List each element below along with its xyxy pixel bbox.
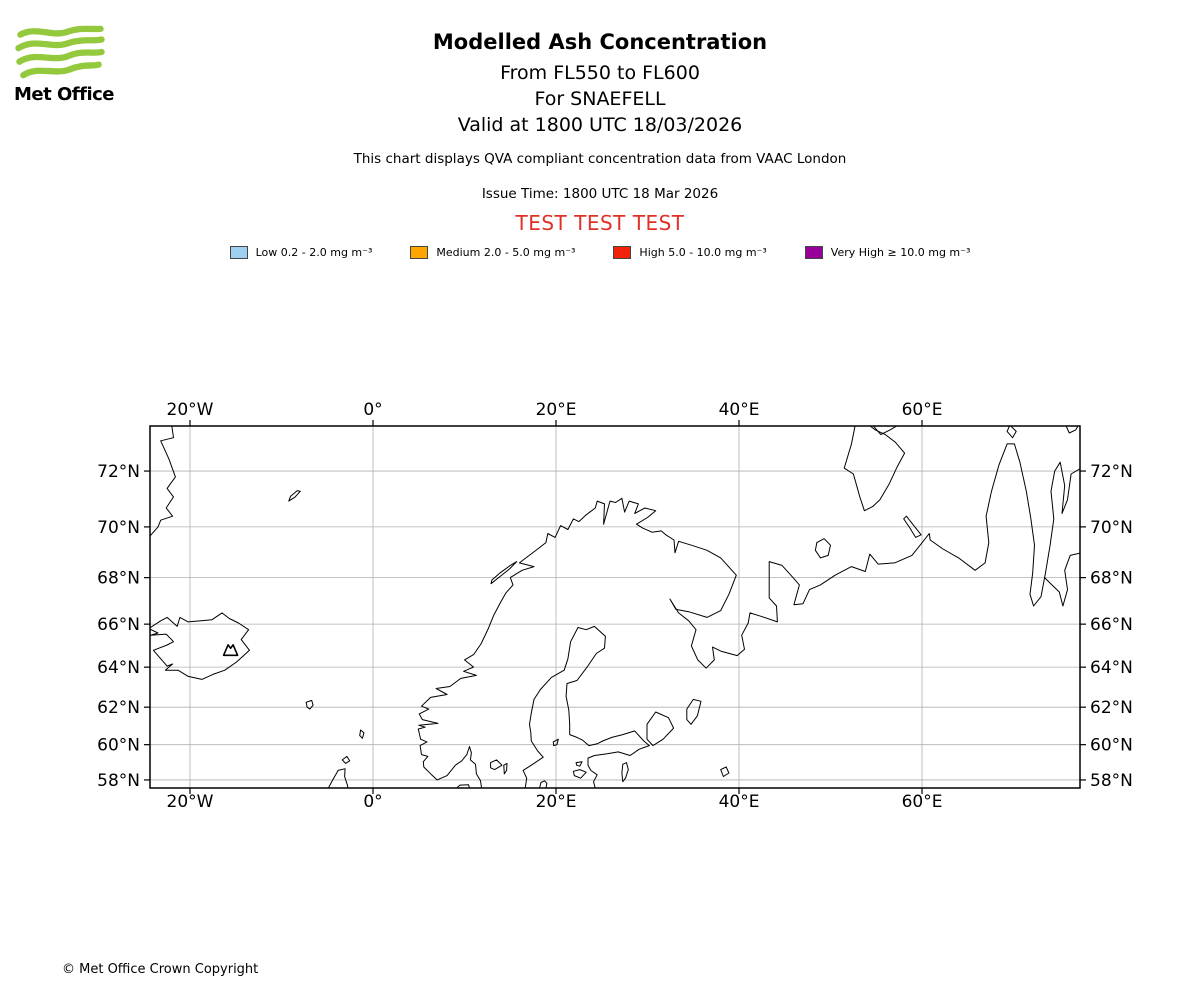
x-axis-label-top: 20°E (536, 400, 577, 420)
issue-time: Issue Time: 1800 UTC 18 Mar 2026 (481, 186, 719, 202)
y-axis-label-right: 64°N (1090, 658, 1133, 678)
valid-time-subtitle: Valid at 1800 UTC 18/03/2026 (457, 114, 743, 136)
y-axis-label-right: 58°N (1090, 771, 1133, 791)
legend-item-medium: Medium 2.0 - 5.0 mg m⁻³ (410, 246, 575, 259)
coastline-greenland (150, 426, 176, 537)
y-axis-label-right: 72°N (1090, 462, 1133, 482)
copyright-footer: © Met Office Crown Copyright (62, 962, 259, 977)
coastline-scotland (327, 768, 349, 788)
coastline-faroe-islands (305, 699, 314, 710)
y-axis-label-left: 62°N (97, 698, 140, 718)
map-container: 20°W 20°W 0° 0° 20°E 20°E 40°E 40°E 60°E 60°E 72°N… (0, 390, 1200, 812)
legend-swatch-high (613, 246, 632, 259)
y-axis-label-right: 68°N (1090, 569, 1133, 589)
y-axis-label-left: 60°N (97, 736, 140, 756)
coastline-kolguyev (814, 538, 831, 559)
coastline-taz-estuary (1044, 552, 1080, 607)
coastline-shetland (359, 729, 365, 739)
logo-waves-icon (15, 25, 105, 79)
x-axis-label-bottom: 20°W (167, 792, 214, 810)
map-svg: 20°W 20°W 0° 0° 20°E 20°E 40°E 40°E 60°E 60°E 72°N… (97, 400, 1133, 812)
coastline-hiiumaa (575, 761, 583, 767)
coastline-aland (552, 738, 559, 747)
coastline-saaremaa (572, 769, 587, 779)
x-axis-label-bottom: 40°E (719, 792, 760, 810)
coastline-lake-ladoga (646, 711, 675, 747)
y-axis-label-left: 58°N (97, 771, 140, 791)
legend-label-very-high: Very High ≥ 10.0 mg m⁻³ (830, 246, 971, 259)
met-office-logo: Met Office (14, 24, 115, 105)
volcano-marker (222, 644, 239, 657)
flight-level-subtitle: From FL550 to FL600 (500, 62, 700, 84)
chart-description: This chart displays QVA compliant concen… (353, 151, 847, 167)
volcano-subtitle: For SNAEFELL (534, 88, 666, 110)
coastline-vilkitsky-island (1065, 426, 1079, 434)
legend-swatch-very-high (804, 246, 823, 259)
legend-item-high: High 5.0 - 10.0 mg m⁻³ (613, 246, 767, 259)
legend-label-low: Low 0.2 - 2.0 mg m⁻³ (255, 246, 373, 259)
coastline-novaya-zemlya-north (872, 426, 898, 436)
page-title: Modelled Ash Concentration (432, 30, 768, 54)
legend-item-low: Low 0.2 - 2.0 mg m⁻³ (229, 246, 373, 259)
coastline-lake-vanern (490, 759, 503, 771)
logo-text: Met Office (14, 84, 115, 105)
y-axis-label-right: 60°N (1090, 736, 1133, 756)
test-banner: TEST TEST TEST (515, 211, 685, 235)
legend-label-medium: Medium 2.0 - 5.0 mg m⁻³ (436, 246, 576, 259)
y-axis-label-left: 68°N (97, 569, 140, 589)
coastline-lofoten (490, 561, 518, 585)
coastline-scandinavia-russia (417, 443, 1080, 788)
y-axis-label-left: 70°N (97, 518, 140, 538)
x-axis-label-bottom: 20°E (536, 792, 577, 810)
x-axis-label-top: 0° (363, 400, 382, 420)
x-axis-label-bottom: 0° (363, 792, 382, 810)
coastline-vaygach (903, 515, 922, 538)
coastline-orkney (341, 755, 351, 764)
coastline-beliy-island (1006, 426, 1017, 439)
coastline-rybinsk (720, 766, 730, 777)
legend-swatch-medium (410, 246, 429, 259)
coastline-novaya-zemlya-south (843, 426, 906, 512)
coastline-lake-peipus (621, 762, 629, 783)
y-axis-label-left: 64°N (97, 658, 140, 678)
x-axis-label-top: 40°E (719, 400, 760, 420)
legend-item-very-high: Very High ≥ 10.0 mg m⁻³ (804, 246, 971, 259)
legend-label-high: High 5.0 - 10.0 mg m⁻³ (639, 246, 767, 259)
coastline-lake-vattern (503, 762, 508, 775)
y-axis-label-right: 62°N (1090, 698, 1133, 718)
x-axis-label-bottom: 60°E (902, 792, 943, 810)
coastline-jan-mayen (288, 490, 301, 502)
y-axis-label-right: 70°N (1090, 518, 1133, 538)
coastline-iceland (150, 612, 250, 680)
x-axis-label-top: 60°E (902, 400, 943, 420)
legend: Low 0.2 - 2.0 mg m⁻³ Medium 2.0 - 5.0 mg… (0, 246, 1200, 259)
header: Modelled Ash Concentration From FL550 to… (0, 0, 1200, 259)
map-border (149, 425, 1081, 789)
legend-swatch-low (229, 246, 248, 259)
coastline-gotland (539, 780, 548, 788)
y-axis-label-left: 66°N (97, 615, 140, 635)
coastline-lake-onega (686, 698, 702, 725)
y-axis-label-right: 66°N (1090, 615, 1133, 635)
coastline-baltic-finland (522, 625, 650, 788)
y-axis-label-left: 72°N (97, 462, 140, 482)
coastlines-group (150, 426, 1080, 788)
x-axis-label-top: 20°W (167, 400, 214, 420)
